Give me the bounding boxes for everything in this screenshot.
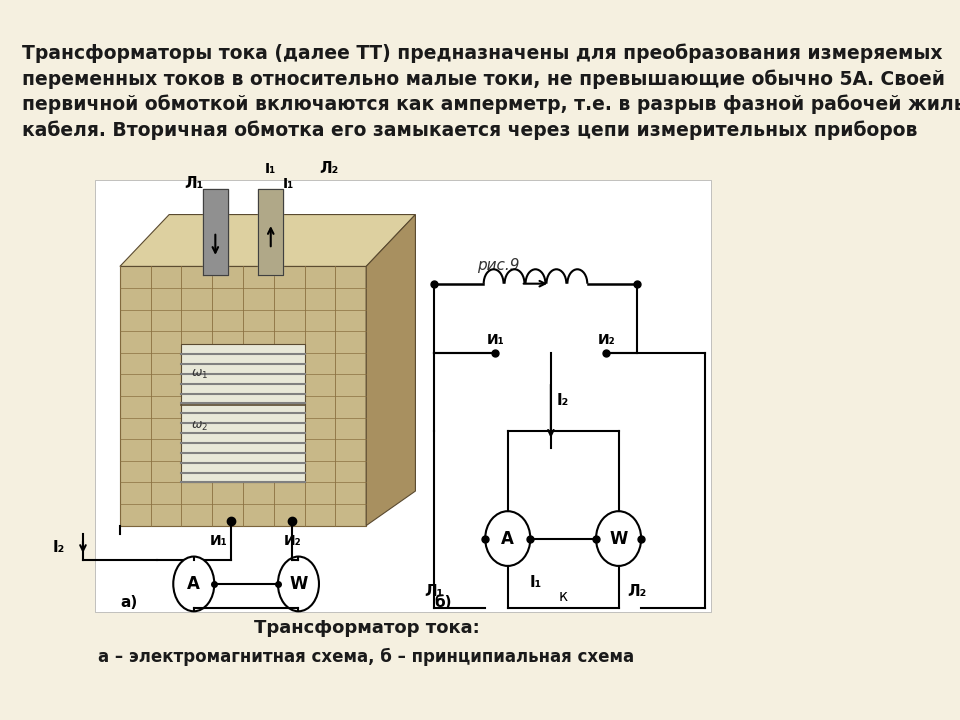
Text: а – электромагнитная схема, б – принципиальная схема: а – электромагнитная схема, б – принципи…	[99, 648, 635, 666]
Text: Л₂: Л₂	[628, 584, 647, 599]
Polygon shape	[366, 215, 416, 526]
Ellipse shape	[485, 511, 530, 566]
Text: Трансформаторы тока (далее ТТ) предназначены для преобразования измеряемых
перем: Трансформаторы тока (далее ТТ) предназна…	[22, 43, 960, 140]
Text: $\omega_1$: $\omega_1$	[191, 368, 208, 381]
Text: I₁: I₁	[529, 575, 541, 590]
Ellipse shape	[596, 511, 641, 566]
Text: І₁: І₁	[265, 162, 276, 176]
Text: рис.9: рис.9	[477, 258, 519, 273]
FancyBboxPatch shape	[95, 180, 711, 612]
Text: W: W	[610, 530, 628, 548]
Text: A: A	[187, 575, 201, 593]
Text: И₂: И₂	[597, 333, 615, 347]
Text: Л₁: Л₁	[424, 584, 444, 599]
Ellipse shape	[278, 557, 319, 611]
Text: И₁: И₁	[487, 333, 504, 347]
Polygon shape	[120, 266, 366, 526]
Polygon shape	[181, 344, 304, 482]
Text: Трансформатор тока:: Трансформатор тока:	[253, 619, 479, 637]
Text: W: W	[289, 575, 307, 593]
Text: I₂: I₂	[557, 393, 569, 408]
Text: а): а)	[120, 595, 137, 610]
Text: к: к	[559, 589, 567, 604]
Text: I₂: I₂	[52, 540, 64, 554]
Polygon shape	[120, 215, 416, 266]
Text: A: A	[501, 530, 515, 548]
Ellipse shape	[173, 557, 214, 611]
Text: Л₁: Л₁	[184, 176, 204, 191]
Text: І₁: І₁	[283, 177, 295, 191]
Text: Л₂: Л₂	[320, 161, 339, 176]
Text: $\omega_2$: $\omega_2$	[191, 420, 207, 433]
Text: И₂: И₂	[283, 534, 301, 548]
Text: И₁: И₁	[209, 534, 228, 548]
Text: б): б)	[434, 595, 451, 610]
